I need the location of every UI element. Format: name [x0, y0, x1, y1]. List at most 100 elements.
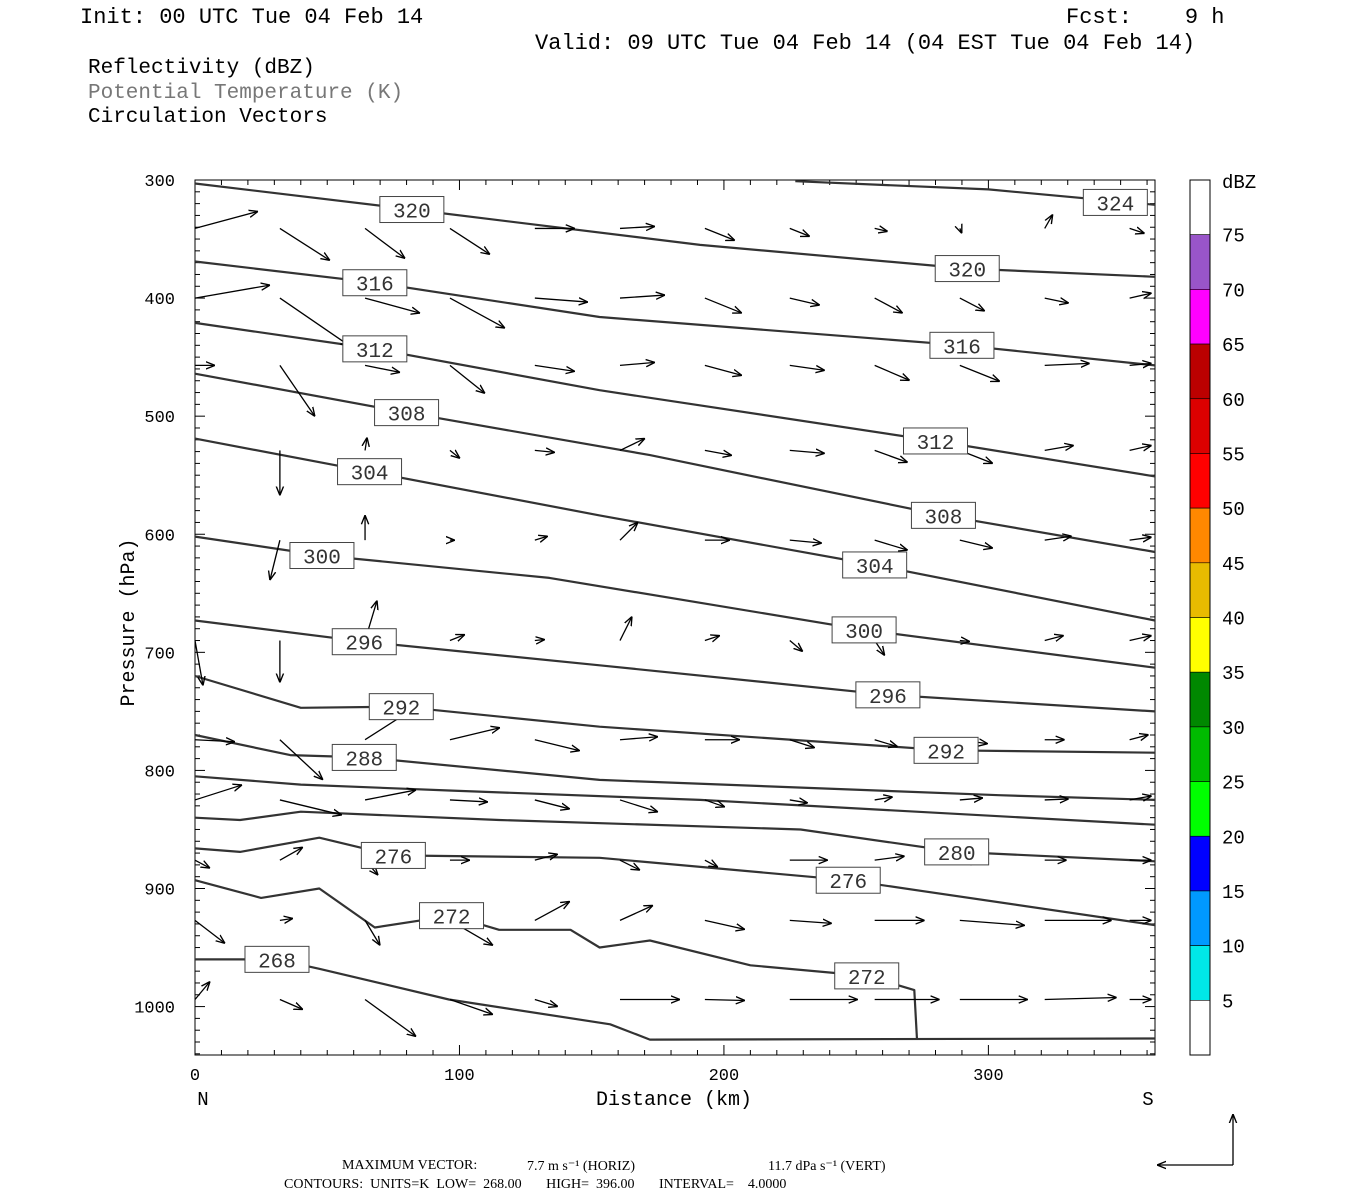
circulation-vector: [619, 226, 655, 228]
legend-reflectivity: Reflectivity (dBZ): [88, 57, 315, 80]
circulation-vector: [364, 920, 380, 945]
contour-label: 316: [943, 337, 981, 360]
circulation-vector: [449, 800, 488, 802]
circulation-vector: [364, 790, 416, 801]
contour-label: 316: [356, 275, 394, 298]
circulation-vector: [619, 362, 655, 365]
colorbar-segment: [1189, 726, 1211, 782]
circulation-vector: [270, 539, 281, 580]
x-tick-label: 200: [709, 1067, 740, 1086]
circulation-vector: [789, 920, 832, 923]
theta-contour-288: [194, 733, 1156, 801]
colorbar-segment: [1189, 1000, 1211, 1056]
colorbar-frame: [1189, 179, 1211, 1056]
theta-contour-280: [194, 810, 1156, 863]
contour-label-box: [831, 616, 897, 644]
circulation-vector: [279, 918, 293, 920]
circulation-vector: [874, 449, 908, 462]
colorbar-label: 50: [1222, 499, 1245, 521]
colorbar-segment: [1189, 289, 1211, 345]
circulation-vector: [534, 640, 545, 641]
theta-contour-292: [194, 674, 1156, 754]
x-axis-label: Distance (km): [596, 1089, 752, 1112]
circulation-vector: [619, 859, 640, 870]
circulation-vector: [704, 919, 745, 929]
circulation-vector: [789, 450, 825, 453]
contour-label-box: [244, 945, 310, 973]
circulation-vector: [534, 799, 570, 809]
contour-label: 320: [393, 202, 431, 225]
circulation-vector: [959, 798, 983, 800]
colorbar-label: 10: [1222, 937, 1245, 959]
contour-label: 304: [856, 557, 894, 580]
contour-label-box: [342, 269, 408, 297]
circulation-vector: [1044, 799, 1069, 800]
circulation-vector: [194, 211, 258, 230]
theta-contour-304: [194, 437, 1156, 622]
contour-label: 280: [938, 844, 976, 867]
circulation-vector: [704, 297, 742, 313]
legend-circulation-vectors: Circulation Vectors: [88, 106, 328, 129]
contour-label-box: [360, 841, 426, 869]
circulation-vector: [874, 797, 893, 800]
contour-label-box: [910, 501, 976, 529]
circulation-vector: [874, 539, 908, 550]
colorbar-segment: [1189, 179, 1211, 235]
circulation-vector: [194, 640, 203, 686]
colorbar-segment: [1189, 562, 1211, 618]
circulation-vector: [704, 799, 725, 807]
contour-label: 296: [345, 634, 383, 657]
contour-label-box: [913, 736, 979, 764]
circulation-vector: [1129, 537, 1152, 540]
circulation-vector: [789, 800, 808, 803]
contour-label: 312: [917, 433, 955, 456]
colorbar-segment: [1189, 507, 1211, 564]
circulation-vector: [279, 847, 303, 861]
contour-label: 300: [845, 622, 883, 645]
circulation-vector: [874, 364, 910, 380]
circulation-vector: [1044, 214, 1053, 229]
circulation-vector: [1129, 445, 1152, 450]
circulation-vector: [194, 285, 270, 299]
colorbar-label: 75: [1222, 226, 1245, 248]
x-end-label-south: S: [1142, 1089, 1153, 1111]
circulation-vector: [704, 860, 718, 867]
contour-label: 312: [356, 341, 394, 364]
circulation-vector: [704, 1000, 745, 1001]
colorbar-segment: [1189, 945, 1211, 1001]
colorbar-label: 30: [1222, 718, 1245, 740]
y-tick-label: 1000: [134, 1000, 175, 1019]
contour-label: 292: [927, 742, 965, 765]
contour-label-box: [834, 962, 900, 990]
contour-label-box: [331, 628, 397, 656]
circulation-vector: [960, 228, 962, 233]
circulation-vector: [534, 536, 548, 540]
colorbar-label: 25: [1222, 773, 1245, 795]
circulation-vector: [1129, 796, 1152, 800]
colorbar-segment: [1189, 671, 1211, 728]
max-vector-horizontal: 7.7 m s⁻¹ (HORIZ): [527, 1159, 636, 1174]
circulation-vector: [1129, 735, 1149, 740]
circulation-vector: [534, 901, 570, 921]
colorbar-label: 65: [1222, 335, 1245, 357]
colorbar-segment: [1189, 890, 1211, 946]
x-tick-label: 300: [973, 1067, 1004, 1086]
circulation-vector: [1044, 445, 1074, 450]
y-tick-label: 400: [144, 291, 175, 310]
contour-label-box: [337, 458, 403, 486]
circulation-vector: [534, 450, 555, 452]
circulation-vector: [194, 919, 225, 943]
circulation-vector: [789, 540, 822, 543]
theta-contour-312: [194, 321, 1156, 478]
circulation-vector: [279, 998, 303, 1010]
circulation-vector: [1044, 536, 1072, 540]
contour-label: 272: [433, 908, 471, 931]
circulation-vector: [704, 636, 720, 641]
circulation-vector: [449, 998, 493, 1015]
contour-label: 308: [925, 507, 963, 530]
circulation-vector: [449, 364, 485, 393]
circulation-vector: [194, 859, 210, 868]
forecast-hour: Fcst: 9 h: [1066, 5, 1225, 30]
contour-label-box: [855, 681, 921, 709]
contour-label: 300: [303, 548, 341, 571]
